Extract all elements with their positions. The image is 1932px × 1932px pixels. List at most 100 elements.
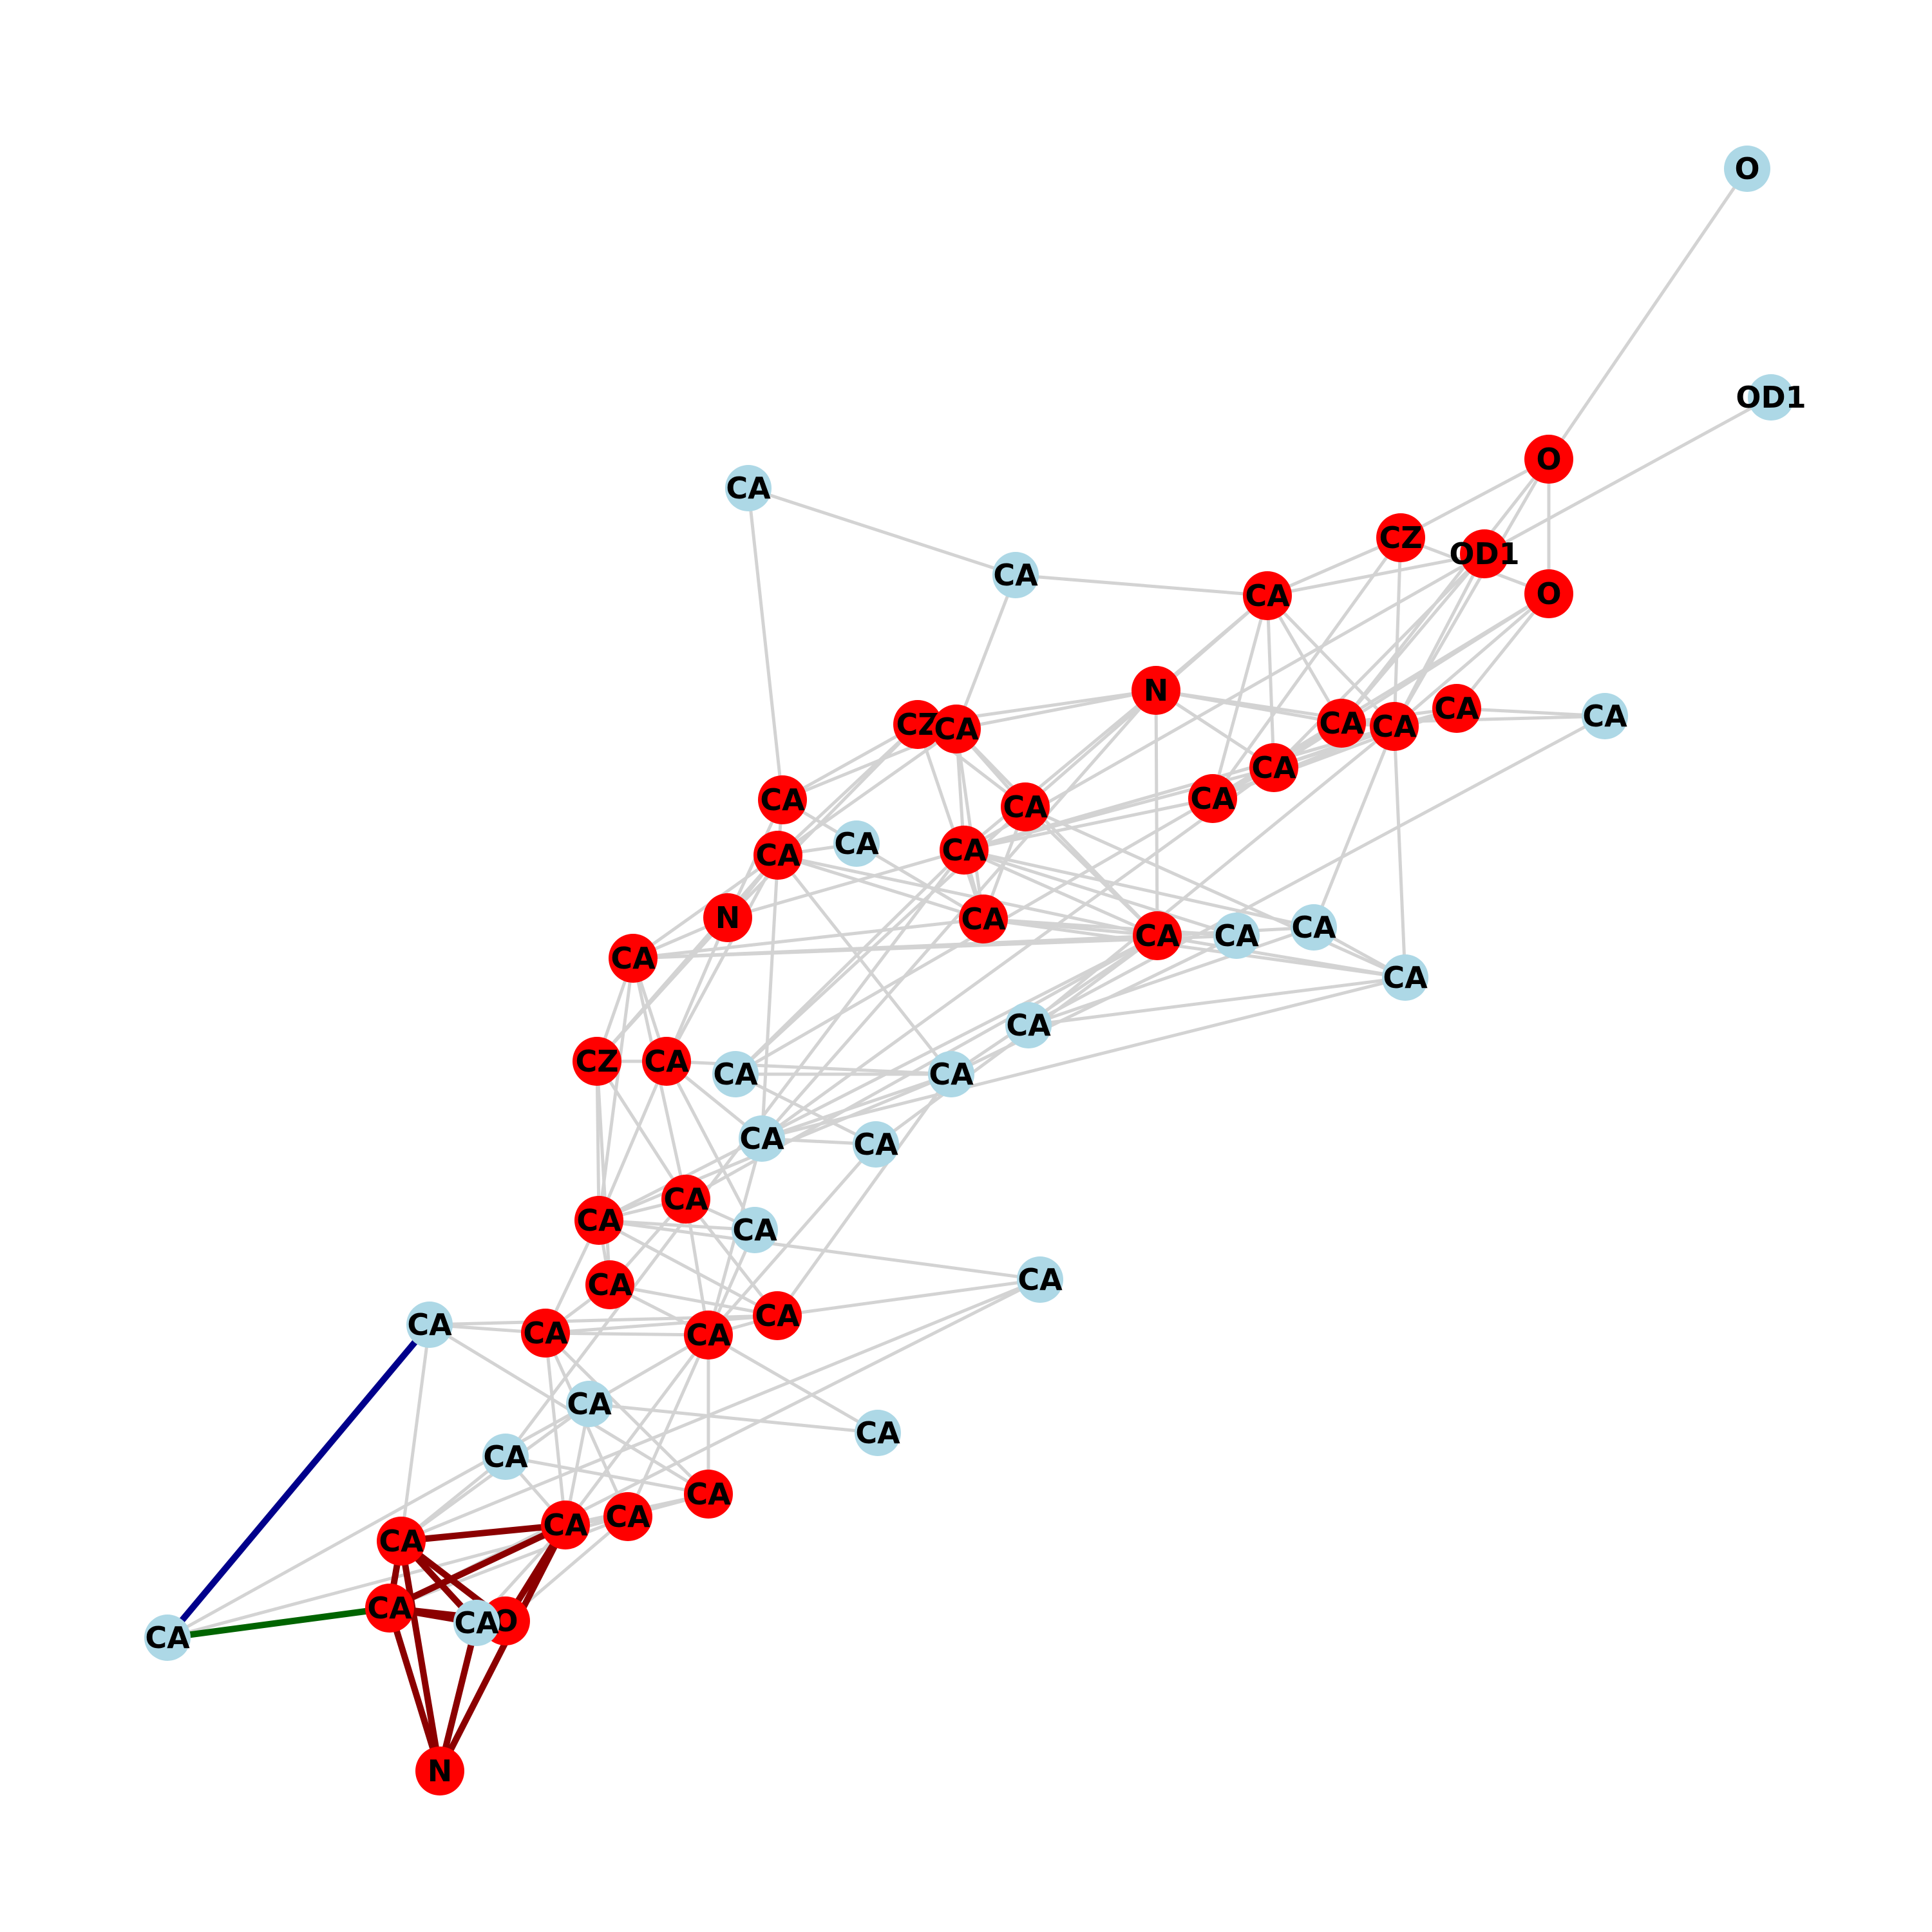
node-circle — [732, 1207, 778, 1253]
node-label: CA — [454, 1605, 499, 1640]
edge-default-n39-n43 — [684, 1197, 779, 1318]
edge-default-n25-n31 — [631, 917, 985, 960]
node-label: CA — [611, 941, 656, 976]
edge-default-n10-n26 — [1154, 688, 1159, 938]
node-n48: CA — [566, 1381, 612, 1427]
edge-default-n22-n25 — [776, 853, 985, 921]
edge-highlight-n54-n51 — [386, 1522, 569, 1611]
edge-highlight-n51-n55 — [437, 1522, 569, 1774]
edge-default-n33-n38 — [597, 1059, 668, 1222]
node-n38: CA — [574, 1196, 623, 1245]
edge-default-n15-n16 — [1455, 706, 1607, 718]
node-circle — [1243, 571, 1292, 620]
node-n12: CA — [932, 705, 981, 753]
edge-default-n28-n30 — [1027, 925, 1316, 1027]
node-label: N — [428, 1754, 453, 1788]
node-label: O — [1536, 442, 1561, 477]
edge-default-n23-n24 — [726, 848, 966, 920]
edge-default-n7-n8 — [746, 486, 1018, 577]
node-n37: CA — [853, 1121, 899, 1168]
edge-default-n5-n17 — [1272, 552, 1486, 770]
edge-default-n3-n4 — [1399, 457, 1551, 540]
node-circle — [703, 893, 752, 942]
edge-default-n20-n26 — [1023, 805, 1159, 938]
node-circle — [521, 1309, 570, 1358]
edge-default-n24-n26 — [962, 848, 1159, 938]
node-label: CA — [587, 1267, 632, 1302]
edge-default-n27-n35 — [949, 934, 1238, 1076]
edge-default-n8-n9 — [1014, 573, 1269, 598]
node-label: O — [1734, 151, 1759, 186]
node-n26: CA — [1133, 911, 1182, 960]
node-circle — [1432, 684, 1481, 733]
node-label: CA — [755, 1298, 800, 1333]
node-label: OD1 — [1736, 380, 1806, 415]
node-label: CA — [934, 712, 979, 746]
node-circle — [1133, 911, 1182, 960]
edge-default-n20-n29 — [1023, 805, 1407, 980]
node-n51: CA — [541, 1501, 590, 1549]
edge-default-n9-n14 — [1265, 594, 1396, 728]
node-circle — [585, 1260, 634, 1309]
edge-default-n24-n52 — [504, 848, 966, 1459]
node-label: CA — [145, 1620, 190, 1655]
node-circle — [932, 705, 981, 753]
node-circle — [406, 1302, 453, 1348]
node-n55: N — [415, 1747, 464, 1795]
node-label: CA — [367, 1591, 412, 1625]
node-label: N — [715, 900, 741, 935]
node-label: CA — [760, 782, 805, 817]
node-n18: CA — [1188, 774, 1237, 823]
node-label: CA — [1003, 790, 1048, 824]
node-n3: O — [1524, 435, 1573, 484]
node-label: CA — [1434, 691, 1479, 726]
node-label: CA — [1383, 960, 1428, 995]
edge-default-n24-n28 — [962, 848, 1316, 929]
node-label: CA — [1251, 750, 1296, 785]
node-circle — [753, 831, 802, 880]
edge-default-n9-n17 — [1265, 594, 1276, 770]
node-circle — [833, 820, 880, 867]
node-label: CA — [543, 1508, 588, 1542]
edge-default-n5-n14 — [1392, 552, 1486, 728]
node-n54: CA — [365, 1584, 414, 1633]
edge-default-n11-n25 — [916, 723, 985, 921]
edge-default-n49-n52 — [504, 1455, 710, 1496]
node-n53: CA — [377, 1517, 426, 1566]
edge-default-n35-n43 — [775, 1072, 953, 1318]
node-n32: CZ — [573, 1037, 621, 1086]
node-label: CZ — [575, 1044, 618, 1079]
edge-default-n1-n3 — [1547, 167, 1749, 461]
edge-default-n23-n33 — [665, 916, 730, 1063]
node-label: CA — [1372, 709, 1417, 744]
node-n11: CZ — [893, 700, 942, 749]
node-circle — [992, 552, 1039, 598]
edge-default-n11-n19 — [781, 723, 920, 802]
node-n44: CA — [684, 1311, 733, 1359]
node-circle — [940, 826, 989, 875]
node-n16: CA — [1582, 693, 1628, 739]
node-n49: CA — [684, 1470, 733, 1519]
node-n52: CA — [482, 1434, 529, 1480]
node-circle — [753, 1291, 802, 1340]
edge-default-n32-n41 — [595, 1059, 612, 1287]
node-circle — [415, 1747, 464, 1795]
edge-default-n35-n36 — [760, 1072, 953, 1141]
node-label: CA — [523, 1316, 568, 1350]
node-circle — [684, 1311, 733, 1359]
edge-default-n4-n14 — [1392, 536, 1403, 728]
node-circle — [1382, 954, 1428, 1001]
node-n40: CA — [732, 1207, 778, 1253]
edge-default-n22-n35 — [776, 853, 953, 1076]
edge-default-n33-n40 — [665, 1059, 757, 1232]
node-circle — [541, 1501, 590, 1549]
edge-default-n34-n37 — [734, 1072, 878, 1146]
node-circle — [603, 1492, 652, 1541]
edge-highlight-n58-n55 — [437, 1620, 480, 1774]
edge-default-n6-n14 — [1392, 592, 1551, 728]
node-n46: CA — [855, 1410, 901, 1456]
node-circle — [482, 1434, 529, 1480]
node-circle — [758, 775, 807, 824]
node-circle — [712, 1051, 759, 1097]
edge-default-n42-n53 — [399, 1278, 1042, 1543]
